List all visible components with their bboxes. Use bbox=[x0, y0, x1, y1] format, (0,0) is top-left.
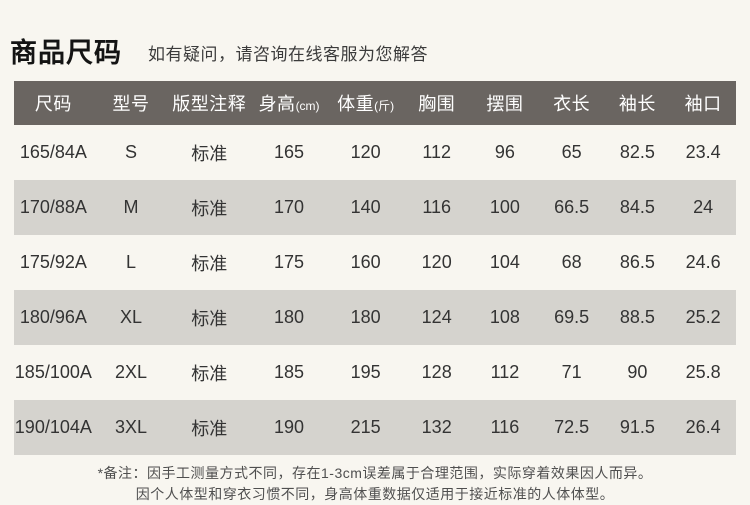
table-cell: 84.5 bbox=[619, 197, 655, 217]
table-cell: 195 bbox=[350, 362, 381, 382]
table-row: 190/104A 3XL 标准 190 215 132 116 72.5 91.5 26.4 bbox=[14, 400, 736, 455]
table-cell: 标准 bbox=[191, 253, 228, 274]
table-cell: 69.5 bbox=[554, 307, 590, 327]
table-cell: 91.5 bbox=[619, 417, 655, 437]
table-cell: 24 bbox=[693, 197, 714, 217]
header-unit: (cm) bbox=[295, 99, 320, 113]
table-cell: 104 bbox=[489, 252, 520, 272]
table-cell: 标准 bbox=[191, 143, 228, 164]
header-cell: 体重(斤) bbox=[328, 81, 403, 125]
table-cell: 108 bbox=[489, 307, 520, 327]
header-cell: 尺码 bbox=[14, 81, 93, 125]
table-cell: 170/88A bbox=[19, 197, 87, 217]
table-cell: 24.6 bbox=[685, 252, 721, 272]
table-cell: 170 bbox=[274, 197, 305, 217]
table-row: 165/84A S 标准 165 120 112 96 65 82.5 23.4 bbox=[14, 125, 736, 180]
table-cell: 96 bbox=[494, 142, 515, 162]
table-cell: 180 bbox=[274, 307, 305, 327]
header-cell: 袖口 bbox=[670, 81, 736, 125]
table-cell: 116 bbox=[422, 197, 452, 217]
table-cell: 82.5 bbox=[619, 142, 655, 162]
header-cell: 胸围 bbox=[402, 81, 471, 125]
table-cell: 3XL bbox=[114, 417, 147, 437]
header-cell: 摆围 bbox=[470, 81, 539, 125]
table-cell: 66.5 bbox=[554, 197, 590, 217]
header-unit: (斤) bbox=[374, 99, 395, 113]
table-cell: 175 bbox=[274, 252, 305, 272]
header-cell: 袖长 bbox=[604, 81, 671, 125]
table-row: 185/100A 2XL 标准 185 195 128 112 71 90 25.8 bbox=[14, 345, 736, 400]
page-header: 商品尺码 如有疑问，请咨询在线客服为您解答 bbox=[0, 0, 750, 67]
table-cell: 120 bbox=[350, 142, 381, 162]
note-line-1: *备注：因手工测量方式不同，存在1-3cm误差属于合理范围，实际穿着效果因人而异… bbox=[97, 465, 653, 481]
table-cell: 23.4 bbox=[685, 142, 721, 162]
table-row: 180/96A XL 标准 180 180 124 108 69.5 88.5 25.2 bbox=[14, 290, 736, 345]
table-cell: 100 bbox=[489, 197, 520, 217]
table-cell: 2XL bbox=[114, 362, 147, 382]
note-line-2: 因个人体型和穿衣习惯不同，身高体重数据仅适用于接近标准的人体体型。 bbox=[135, 486, 615, 502]
table-cell: 68 bbox=[561, 252, 582, 272]
size-chart-table-body: 165/84A S 标准 165 120 112 96 65 82.5 23.4 170/88A M 标… bbox=[14, 125, 736, 455]
table-cell: M bbox=[123, 197, 139, 217]
table-cell: 标准 bbox=[191, 308, 228, 329]
table-cell: XL bbox=[119, 307, 142, 327]
table-cell: 120 bbox=[421, 252, 452, 272]
header-cell: 身高(cm) bbox=[249, 81, 329, 125]
table-cell: 180 bbox=[350, 307, 381, 327]
table-cell: S bbox=[124, 142, 137, 162]
table-row: 175/92A L 标准 175 160 120 104 68 86.5 24.6 bbox=[14, 235, 736, 290]
table-cell: 128 bbox=[421, 362, 452, 382]
table-cell: 标准 bbox=[191, 363, 228, 384]
table-cell: 26.4 bbox=[685, 417, 721, 437]
table-cell: 190 bbox=[274, 417, 305, 437]
notes-block: *备注：因手工测量方式不同，存在1-3cm误差属于合理范围，实际穿着效果因人而异… bbox=[0, 463, 750, 505]
table-cell: 185 bbox=[274, 362, 305, 382]
header-cell: 型号 bbox=[92, 81, 170, 125]
table-cell: 112 bbox=[490, 362, 520, 382]
table-cell: 112 bbox=[422, 142, 452, 162]
table-cell: 165 bbox=[274, 142, 305, 162]
table-cell: 88.5 bbox=[619, 307, 655, 327]
table-cell: L bbox=[125, 252, 136, 272]
table-cell: 72.5 bbox=[554, 417, 590, 437]
table-cell: 标准 bbox=[191, 418, 228, 439]
table-cell: 160 bbox=[350, 252, 381, 272]
table-cell: 25.8 bbox=[685, 362, 721, 382]
table-cell: 90 bbox=[627, 362, 648, 382]
size-chart-table: 尺码 型号 版型注释 身高(cm) 体重(斤) 胸围 摆围 衣长 袖长 袖口 165/84A S 标准… bbox=[14, 81, 736, 455]
table-cell: 140 bbox=[350, 197, 381, 217]
header-row: 尺码 型号 版型注释 身高(cm) 体重(斤) 胸围 摆围 衣长 袖长 袖口 bbox=[14, 81, 736, 125]
header-cell: 衣长 bbox=[538, 81, 605, 125]
table-cell: 180/96A bbox=[19, 307, 87, 327]
table-cell: 86.5 bbox=[619, 252, 655, 272]
table-cell: 116 bbox=[490, 417, 520, 437]
size-chart-table-head: 尺码 型号 版型注释 身高(cm) 体重(斤) 胸围 摆围 衣长 袖长 袖口 bbox=[14, 81, 736, 125]
header-cell: 版型注释 bbox=[169, 81, 250, 125]
table-cell: 165/84A bbox=[19, 142, 87, 162]
table-cell: 190/104A bbox=[14, 417, 92, 437]
table-row: 170/88A M 标准 170 140 116 100 66.5 84.5 24 bbox=[14, 180, 736, 235]
table-cell: 185/100A bbox=[14, 362, 92, 382]
table-cell: 71 bbox=[561, 362, 582, 382]
table-cell: 215 bbox=[350, 417, 381, 437]
table-cell: 175/92A bbox=[19, 252, 87, 272]
table-cell: 65 bbox=[561, 142, 582, 162]
table-cell: 124 bbox=[421, 307, 452, 327]
header-subtitle: 如有疑问，请咨询在线客服为您解答 bbox=[148, 45, 428, 64]
page-title: 商品尺码 bbox=[10, 37, 122, 68]
table-cell: 标准 bbox=[191, 198, 228, 219]
table-cell: 132 bbox=[421, 417, 452, 437]
table-cell: 25.2 bbox=[685, 307, 721, 327]
